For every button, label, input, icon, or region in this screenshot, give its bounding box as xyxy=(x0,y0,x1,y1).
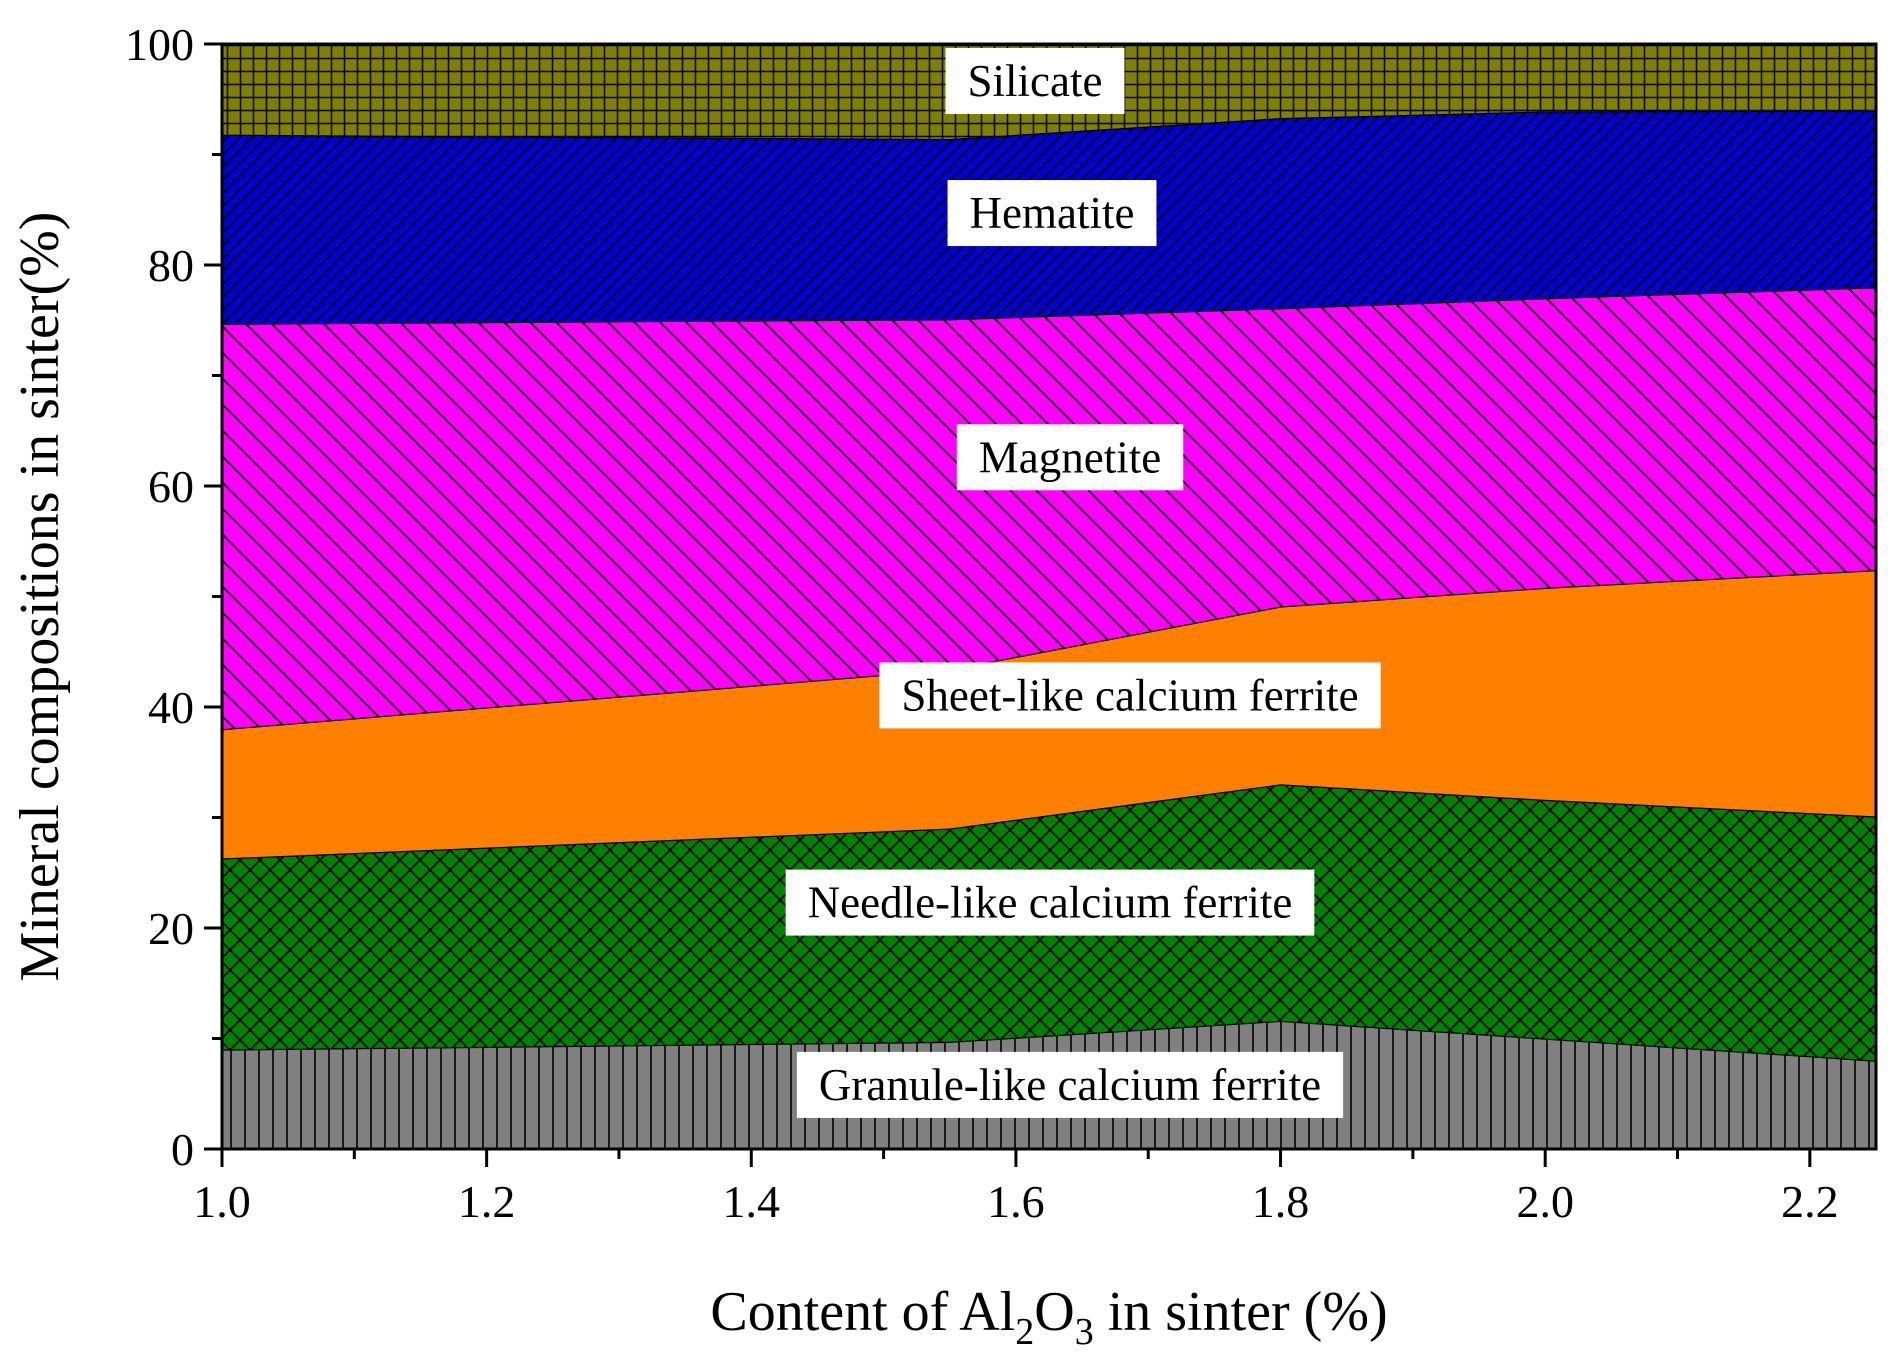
band-label-text: Magnetite xyxy=(979,432,1161,482)
band-labels-group: Granule-like calcium ferrite Needle-like … xyxy=(785,48,1381,1118)
y-axis-title: Mineral compositions in sinter(%) xyxy=(9,212,71,982)
x-axis-title: Content of Al2O3 in sinter (%) xyxy=(710,1281,1387,1353)
x-tick-label: 1.0 xyxy=(193,1176,251,1227)
y-tick-label: 60 xyxy=(148,461,194,512)
band-label-silicate: Silicate xyxy=(945,48,1125,115)
y-tick-label: 40 xyxy=(148,682,194,733)
band-label-text: Hematite xyxy=(970,188,1135,238)
band-label-hematite: Hematite xyxy=(947,180,1157,247)
x-tick-label: 1.2 xyxy=(458,1176,516,1227)
band-label-text: Sheet-like calcium ferrite xyxy=(901,670,1358,720)
x-tick-label: 1.8 xyxy=(1252,1176,1310,1227)
band-label-granule-like-calcium-ferrite: Granule-like calcium ferrite xyxy=(796,1051,1344,1118)
x-tick-label: 1.6 xyxy=(987,1176,1045,1227)
y-tick-label: 0 xyxy=(171,1124,194,1175)
y-tick-label: 20 xyxy=(148,903,194,954)
y-tick-label: 80 xyxy=(148,240,194,291)
y-tick-label: 100 xyxy=(125,19,194,70)
x-axis: 1.0 1.2 1.4 1.6 1.8 2.0 2.2 xyxy=(193,1149,1839,1227)
band-label-magnetite: Magnetite xyxy=(956,424,1184,491)
x-tick-label: 2.0 xyxy=(1516,1176,1574,1227)
x-tick-label: 1.4 xyxy=(723,1176,781,1227)
y-axis: 0 20 40 60 80 100 xyxy=(125,19,222,1175)
band-label-text: Granule-like calcium ferrite xyxy=(819,1060,1321,1110)
x-tick-label: 2.2 xyxy=(1781,1176,1839,1227)
band-label-needle-like-calcium-ferrite: Needle-like calcium ferrite xyxy=(785,869,1315,936)
band-label-text: Silicate xyxy=(968,56,1103,106)
band-label-text: Needle-like calcium ferrite xyxy=(808,878,1293,928)
band-label-sheet-like-calcium-ferrite: Sheet-like calcium ferrite xyxy=(879,662,1381,729)
